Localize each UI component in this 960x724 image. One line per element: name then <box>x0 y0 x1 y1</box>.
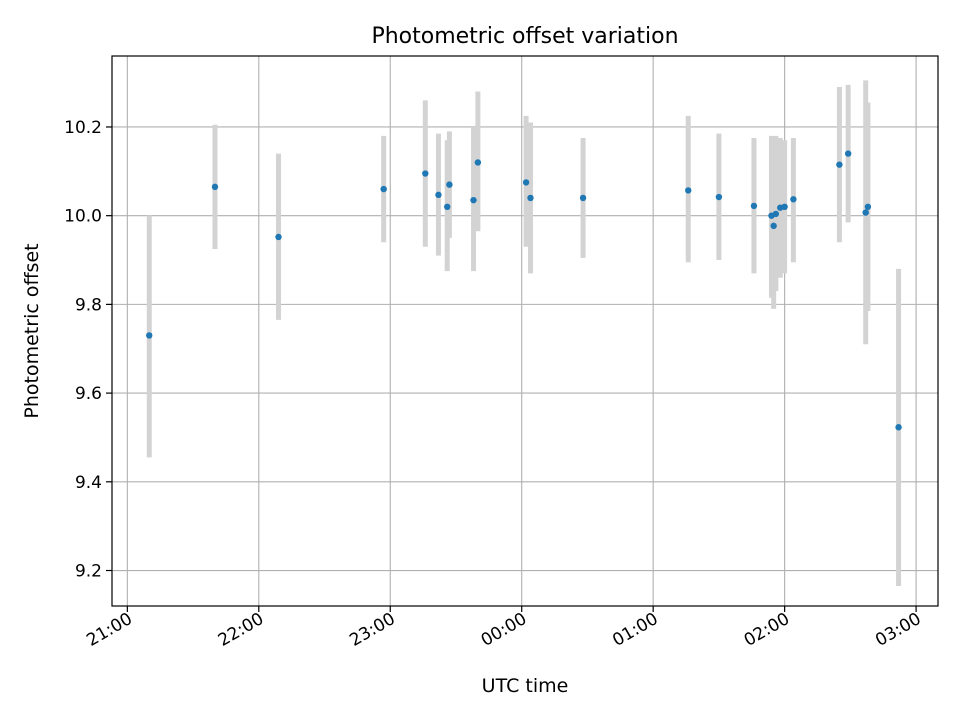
data-point <box>146 332 153 339</box>
data-point <box>770 222 777 230</box>
y-tick-label: 9.2 <box>75 562 102 582</box>
data-point <box>422 170 429 177</box>
y-tick-label: 9.4 <box>75 473 102 493</box>
plot-frame <box>111 55 939 607</box>
y-tick-label: 9.8 <box>75 295 102 315</box>
data-point <box>836 161 843 168</box>
data-point <box>750 202 758 210</box>
data-point <box>522 179 530 186</box>
data-point <box>527 194 534 202</box>
data-point <box>470 196 477 204</box>
data-point <box>781 203 788 211</box>
data-point <box>435 191 442 199</box>
data-point <box>864 203 872 211</box>
data-point <box>790 196 797 203</box>
grid-layer <box>112 56 938 606</box>
data-point <box>895 424 902 431</box>
data-point <box>474 159 482 166</box>
tick-layer: 21:00 22:00 23:00 00:00 01:00 02:00 03:009.29.… <box>64 118 924 651</box>
marker-layer <box>146 150 902 431</box>
data-point <box>715 193 723 201</box>
y-tick-label: 9.6 <box>75 384 102 404</box>
data-point <box>685 187 692 194</box>
x-axis-label: UTC time <box>482 675 569 697</box>
data-point <box>446 181 453 188</box>
data-point <box>444 203 451 211</box>
y-tick-label: 10.0 <box>64 207 102 227</box>
y-axis-label: Photometric offset <box>21 243 43 418</box>
data-point <box>275 233 282 241</box>
data-point <box>772 210 780 218</box>
data-point <box>380 185 387 193</box>
data-point <box>862 209 869 216</box>
y-tick-label: 10.2 <box>64 118 102 138</box>
chart-title: Photometric offset variation <box>371 24 678 49</box>
data-point <box>211 183 219 191</box>
data-point <box>844 150 852 157</box>
data-point <box>579 194 587 202</box>
